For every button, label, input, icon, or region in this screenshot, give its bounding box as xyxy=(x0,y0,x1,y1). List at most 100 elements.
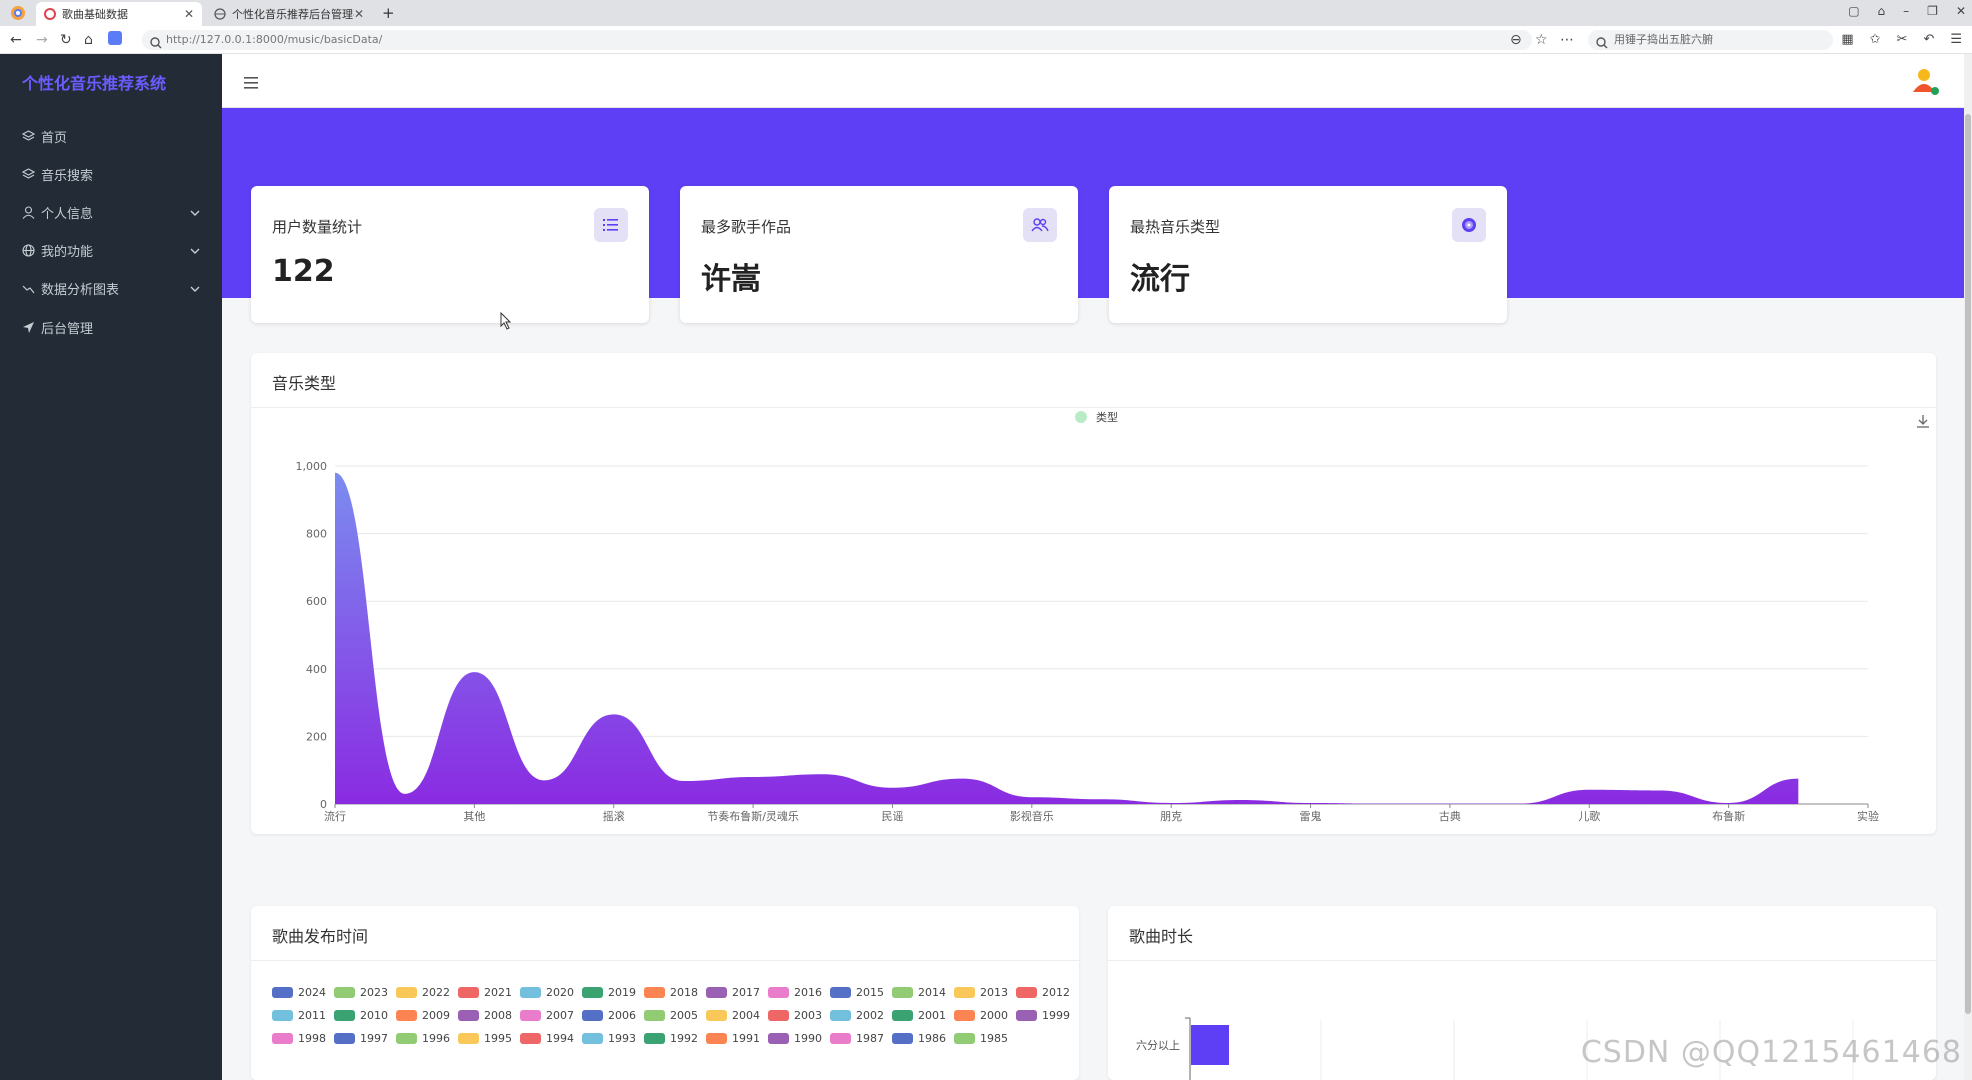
legend-item[interactable]: 1985 xyxy=(954,1032,1008,1045)
zoom-icon[interactable]: ⊖ xyxy=(1510,32,1522,48)
minimize-icon[interactable]: – xyxy=(1903,4,1910,18)
legend-label: 1999 xyxy=(1042,1009,1070,1022)
download-icon[interactable] xyxy=(1916,413,1930,432)
legend-label: 2020 xyxy=(546,986,574,999)
close-icon[interactable]: ✕ xyxy=(183,7,194,21)
tab-basic-data[interactable]: 歌曲基础数据 ✕ xyxy=(36,2,202,26)
legend-item[interactable]: 1997 xyxy=(334,1032,388,1045)
legend-item[interactable]: 1994 xyxy=(520,1032,574,1045)
legend-label: 2014 xyxy=(918,986,946,999)
new-tab-icon[interactable]: + xyxy=(382,4,395,22)
legend-label: 1986 xyxy=(918,1032,946,1045)
sidebar-item-1[interactable]: 首页 xyxy=(21,126,200,146)
sidebar-item-5[interactable]: 数据分析图表 xyxy=(22,278,200,298)
legend-item[interactable]: 2015 xyxy=(830,986,884,999)
legend-item[interactable]: 2003 xyxy=(768,1009,822,1022)
browser-search-input[interactable]: 用锤子捣出五脏六腑 xyxy=(1588,30,1833,50)
legend-item[interactable]: 2010 xyxy=(334,1009,388,1022)
y-tick-label: 600 xyxy=(306,595,327,608)
reload-icon[interactable]: ↻ xyxy=(60,32,72,48)
sidebar-item-6[interactable]: 后台管理 xyxy=(22,317,200,337)
legend-item[interactable]: 2014 xyxy=(892,986,946,999)
url-input[interactable]: http://127.0.0.1:8000/music/basicData/ xyxy=(142,30,1532,50)
stat-card-top-genre: 最热音乐类型 流行 xyxy=(1109,186,1507,323)
legend-item[interactable]: 1991 xyxy=(706,1032,760,1045)
legend-item[interactable]: 2018 xyxy=(644,986,698,999)
sidebar-item-4[interactable]: 我的功能 xyxy=(22,240,200,260)
undo-icon[interactable]: ↶ xyxy=(1923,32,1935,47)
legend-item[interactable]: 2007 xyxy=(520,1009,574,1022)
legend-item[interactable]: 1996 xyxy=(396,1032,450,1045)
legend-item[interactable]: 2008 xyxy=(458,1009,512,1022)
legend-swatch xyxy=(272,1033,293,1044)
hamburger-icon[interactable] xyxy=(244,74,258,93)
legend-item[interactable]: 2011 xyxy=(272,1009,326,1022)
sidebar-item-label: 我的功能 xyxy=(41,244,94,260)
legend-item[interactable]: 2005 xyxy=(644,1009,698,1022)
close-icon[interactable]: ✕ xyxy=(353,7,364,21)
scissors-icon[interactable]: ✂ xyxy=(1896,32,1908,47)
star-icon[interactable]: ☆ xyxy=(1535,32,1548,48)
legend-item[interactable]: 2002 xyxy=(830,1009,884,1022)
legend-item[interactable]: 2024 xyxy=(272,986,326,999)
legend-label: 1998 xyxy=(298,1032,326,1045)
legend-swatch xyxy=(582,987,603,998)
legend-item[interactable]: 2004 xyxy=(706,1009,760,1022)
page-scrollbar[interactable] xyxy=(1964,54,1972,1080)
favorites-icon[interactable]: ✩ xyxy=(1869,32,1881,47)
brand-title[interactable]: 个性化音乐推荐系统 xyxy=(22,74,167,93)
legend-item[interactable]: 1999 xyxy=(1016,1009,1070,1022)
y-tick-label: 1,000 xyxy=(296,460,328,473)
legend-label: 1996 xyxy=(422,1032,450,1045)
legend-item[interactable]: 2006 xyxy=(582,1009,636,1022)
legend-item[interactable]: 1993 xyxy=(582,1032,636,1045)
legend-label: 2013 xyxy=(980,986,1008,999)
legend-item[interactable]: 2001 xyxy=(892,1009,946,1022)
sidebar-item-3[interactable]: 个人信息 xyxy=(22,202,200,222)
y-tick-label: 800 xyxy=(306,528,327,541)
close-window-icon[interactable]: ✕ xyxy=(1955,4,1966,18)
restore-icon[interactable]: ❐ xyxy=(1927,4,1938,18)
more-icon[interactable]: ⋯ xyxy=(1560,32,1574,48)
home-icon[interactable]: ⌂ xyxy=(84,32,93,48)
legend-item[interactable]: 2009 xyxy=(396,1009,450,1022)
tab-count-icon[interactable]: ▢ xyxy=(1848,4,1860,18)
legend-swatch xyxy=(644,1033,665,1044)
legend-item[interactable]: 1995 xyxy=(458,1032,512,1045)
legend-item[interactable]: 2016 xyxy=(768,986,822,999)
divider xyxy=(1108,960,1936,961)
forward-icon[interactable]: → xyxy=(36,32,48,48)
legend-item[interactable]: 1986 xyxy=(892,1032,946,1045)
legend-item[interactable]: 2023 xyxy=(334,986,388,999)
menu-icon[interactable]: ☰ xyxy=(1950,32,1962,47)
legend-item[interactable]: 2020 xyxy=(520,986,574,999)
release-year-panel: 歌曲发布时间 2024 2023 2022 2021 2020 2019 2018 2017 2… xyxy=(251,906,1079,1080)
legend-item[interactable]: 2013 xyxy=(954,986,1008,999)
legend-item[interactable]: 1987 xyxy=(830,1032,884,1045)
shirt-icon[interactable]: ⌂ xyxy=(1877,4,1886,18)
browser-logo-icon[interactable] xyxy=(10,5,26,25)
sidebar-item-label: 首页 xyxy=(41,130,68,146)
legend-item[interactable]: 2019 xyxy=(582,986,636,999)
series-area-type[interactable] xyxy=(335,472,1799,804)
tab-admin-login[interactable]: 个性化音乐推荐后台管理-登录 ✕ xyxy=(206,2,372,26)
legend-item[interactable]: 2012 xyxy=(1016,986,1070,999)
ai-icon[interactable] xyxy=(108,31,122,49)
legend-swatch xyxy=(644,1010,665,1021)
legend-item[interactable]: 2000 xyxy=(954,1009,1008,1022)
sidebar-item-2[interactable]: 音乐搜索 xyxy=(21,164,200,184)
legend-item[interactable]: 1990 xyxy=(768,1032,822,1045)
scroll-thumb[interactable] xyxy=(1965,114,1971,1014)
legend-item[interactable]: 1998 xyxy=(272,1032,326,1045)
legend-item[interactable]: 2017 xyxy=(706,986,760,999)
legend-swatch xyxy=(334,1010,355,1021)
search-icon xyxy=(150,34,162,53)
legend-item[interactable]: 2021 xyxy=(458,986,512,999)
back-icon[interactable]: ← xyxy=(10,32,22,48)
apps-icon[interactable]: ▦ xyxy=(1841,32,1854,47)
legend-item[interactable]: 1992 xyxy=(644,1032,698,1045)
chart-legend[interactable]: 类型 xyxy=(1075,410,1118,424)
legend-item[interactable]: 2022 xyxy=(396,986,450,999)
user-avatar-icon[interactable] xyxy=(1910,66,1940,100)
legend-label: 2000 xyxy=(980,1009,1008,1022)
